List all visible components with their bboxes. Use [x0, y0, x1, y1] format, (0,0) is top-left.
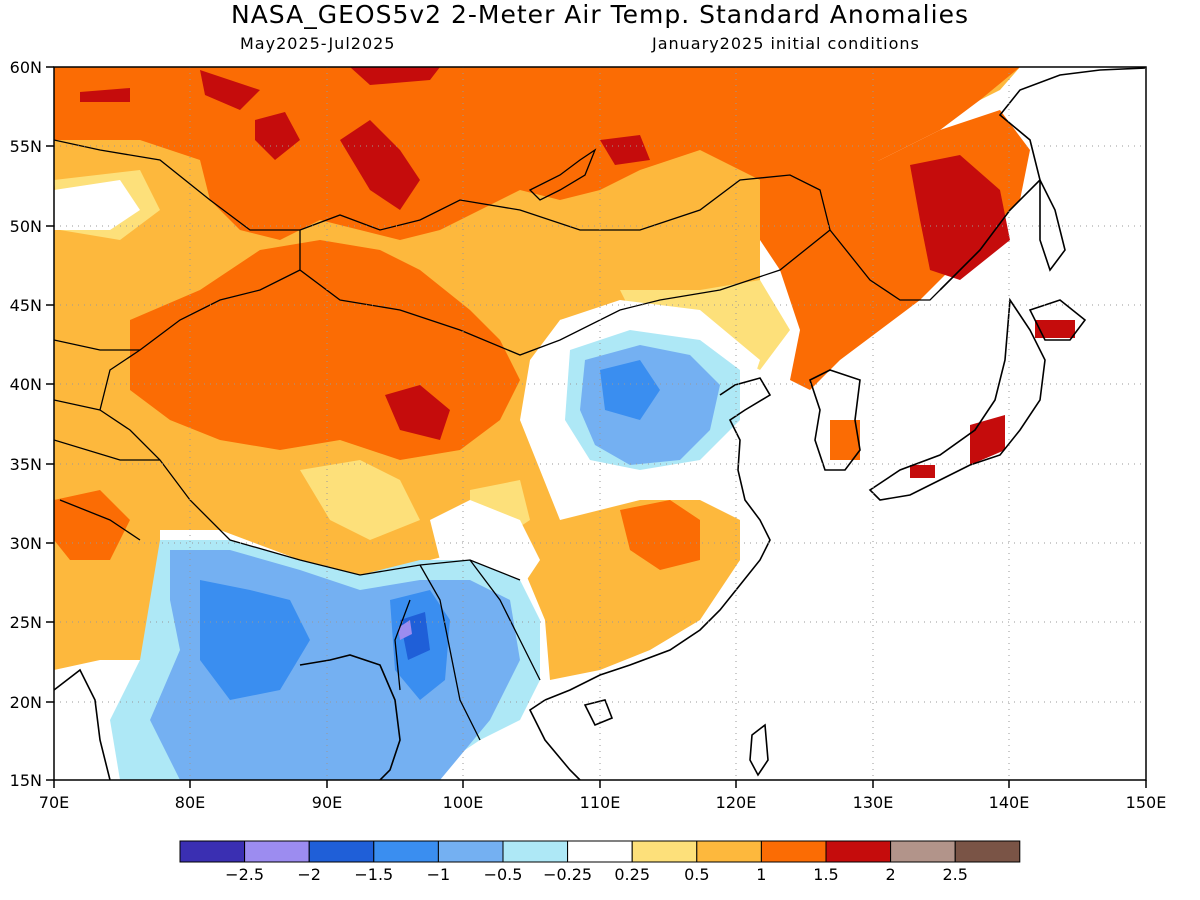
- anomaly-region-orange: [620, 500, 700, 570]
- anomaly-region-lavender: [398, 620, 412, 640]
- longitude-axis: 70E 80E 90E 100E 110E 120E 130E 140E 150…: [39, 780, 1167, 812]
- forecast-period: May2025-Jul2025: [240, 34, 396, 53]
- lat-label: 15N: [10, 771, 42, 790]
- map-title: NASA_GEOS5v2 2-Meter Air Temp. Standard …: [231, 0, 969, 29]
- colorbar-label: −0.5: [484, 865, 523, 884]
- colorbar-swatch: [244, 840, 310, 863]
- hainan-coastline: [583, 699, 614, 727]
- anomaly-region-orange: [54, 67, 1020, 240]
- anomaly-region-red: [255, 112, 300, 160]
- colorbar-swatch: [437, 840, 504, 863]
- anomaly-region-red: [200, 70, 260, 110]
- anomaly-region-neutral: [430, 500, 540, 590]
- lon-label: 110E: [580, 793, 621, 812]
- anomaly-region-neutral: [54, 180, 140, 230]
- lat-label: 30N: [10, 534, 42, 553]
- colorbar-label: −0.25: [543, 865, 592, 884]
- colorbar-swatch: [308, 840, 375, 863]
- japan-coastline: [868, 297, 1046, 501]
- india-coastline: [54, 668, 111, 780]
- lat-label: 60N: [10, 58, 42, 77]
- lat-label: 50N: [10, 217, 42, 236]
- lon-label: 90E: [312, 793, 342, 812]
- lon-label: 100E: [443, 793, 484, 812]
- colorbar-label: 2: [886, 865, 896, 884]
- hokkaido-coastline: [1028, 299, 1087, 341]
- indochina-coastline: [528, 699, 581, 780]
- anomaly-region-red: [350, 67, 440, 85]
- anomaly-region-deep-blue: [600, 360, 660, 420]
- country-borders: [54, 139, 941, 741]
- latitude-axis: 60N 55N 50N 45N 40N 35N 30N 25N 20N 15N: [10, 58, 54, 790]
- colorbar-swatch: [890, 840, 956, 863]
- lat-label: 55N: [10, 137, 42, 156]
- central-asia-borders: [54, 339, 160, 541]
- anomaly-region-red: [600, 135, 650, 165]
- china-russia-border: [829, 229, 941, 301]
- anomaly-region-deep-blue: [200, 580, 310, 700]
- anomaly-region-red: [385, 385, 450, 440]
- colorbar-swatch: [567, 840, 633, 863]
- colorbar-label: 2.5: [942, 865, 967, 884]
- colorbar-label: 1.5: [813, 865, 838, 884]
- lat-label: 35N: [10, 455, 42, 474]
- bay-of-bengal-coastline: [299, 654, 401, 780]
- sea-asia-borders: [394, 559, 541, 741]
- colorbar-swatch: [179, 840, 246, 863]
- initial-conditions: January2025 initial conditions: [652, 34, 920, 53]
- anomaly-region-red: [80, 88, 130, 102]
- anomaly-region-red: [910, 155, 1010, 280]
- anomaly-field: [54, 67, 1146, 780]
- coastlines: [54, 67, 1146, 780]
- lon-label: 150E: [1126, 793, 1167, 812]
- colorbar-swatch: [373, 840, 439, 863]
- kazakh-border: [54, 139, 300, 231]
- colorbar-label: −2: [297, 865, 321, 884]
- lon-label: 70E: [39, 793, 69, 812]
- colorbar-swatch: [696, 840, 762, 863]
- colorbar-label: 0.5: [684, 865, 709, 884]
- colorbar: −2.5 −2 −1.5 −1 −0.5 −0.25 0.25 0.5 1 1.5 2 2.5: [179, 840, 1021, 884]
- colorbar-swatch: [760, 840, 827, 863]
- russia-pacific-coastline: [939, 67, 1146, 291]
- colorbar-label: 0.25: [614, 865, 650, 884]
- lon-label: 140E: [989, 793, 1030, 812]
- lake-baikal: [528, 148, 597, 201]
- lat-label: 25N: [10, 613, 42, 632]
- lat-label: 45N: [10, 296, 42, 315]
- anomaly-region-red: [970, 415, 1005, 465]
- colorbar-label: 1: [756, 865, 766, 884]
- colorbar-label: −2.5: [225, 865, 264, 884]
- anomaly-region-red: [910, 465, 935, 478]
- sakhalin-coastline: [1039, 179, 1066, 272]
- graticule: [54, 67, 1146, 780]
- china-coastline: [544, 377, 772, 701]
- anomaly-region-red: [340, 120, 420, 210]
- korea-coastline: [809, 369, 861, 471]
- anomaly-region-orange: [830, 420, 860, 460]
- colorbar-swatch: [825, 840, 892, 863]
- mongolia-border: [299, 174, 831, 356]
- anomaly-region-pale-yellow: [300, 460, 420, 540]
- colorbar-swatch: [954, 840, 1021, 863]
- colorbar-swatch: [631, 840, 698, 863]
- anomaly-region-red: [1035, 320, 1075, 338]
- lat-label: 20N: [10, 693, 42, 712]
- taiwan-coastline: [749, 723, 769, 777]
- lat-label: 40N: [10, 375, 42, 394]
- colorbar-swatch: [502, 840, 569, 863]
- china-west-border: [99, 269, 521, 581]
- colorbar-label: −1: [427, 865, 451, 884]
- lon-label: 130E: [853, 793, 894, 812]
- lon-label: 80E: [175, 793, 205, 812]
- colorbar-label: −1.5: [354, 865, 393, 884]
- lon-label: 120E: [716, 793, 757, 812]
